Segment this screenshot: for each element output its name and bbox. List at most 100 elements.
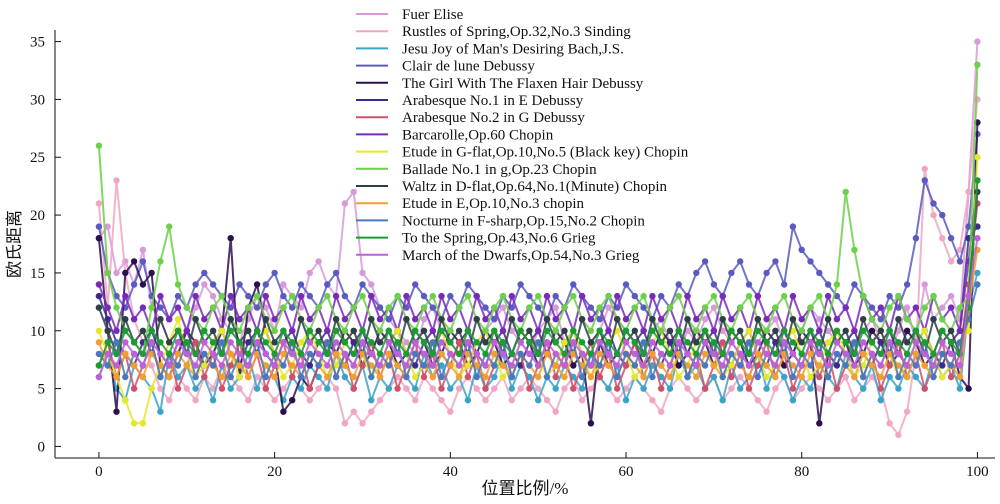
data-point — [807, 258, 814, 265]
data-point — [368, 373, 375, 381]
data-point — [271, 362, 278, 369]
data-point — [113, 327, 120, 334]
data-point — [710, 304, 718, 311]
data-point — [535, 385, 542, 392]
data-point — [561, 350, 568, 358]
data-point — [701, 350, 709, 358]
data-point — [974, 281, 981, 288]
data-point — [693, 373, 700, 381]
data-point — [429, 350, 436, 358]
data-point — [491, 327, 498, 334]
data-point — [868, 350, 876, 358]
data-point — [482, 339, 489, 346]
data-point — [280, 373, 287, 381]
data-point — [236, 339, 243, 346]
data-point — [816, 385, 823, 392]
data-point — [359, 292, 366, 300]
data-point — [614, 316, 621, 323]
data-point — [324, 373, 331, 381]
data-point — [192, 362, 199, 369]
data-point — [816, 350, 823, 358]
data-point — [535, 350, 542, 358]
data-point — [166, 350, 173, 358]
data-point — [209, 281, 217, 288]
data-point — [306, 327, 313, 334]
data-point — [218, 292, 226, 300]
data-point — [130, 316, 138, 323]
data-point — [271, 373, 278, 381]
data-point — [183, 327, 190, 334]
data-point — [719, 292, 726, 300]
data-point — [297, 292, 305, 300]
data-point — [789, 350, 797, 358]
data-point — [95, 327, 103, 334]
data-point — [209, 304, 217, 311]
data-point — [728, 350, 735, 358]
data-point — [139, 304, 147, 311]
data-point — [789, 316, 797, 323]
data-point — [508, 397, 515, 404]
data-point — [104, 362, 111, 369]
data-point — [464, 292, 472, 300]
data-point — [517, 281, 524, 288]
data-point — [895, 339, 902, 346]
data-point — [464, 327, 472, 334]
data-point — [886, 373, 893, 381]
data-point — [903, 362, 911, 369]
data-point — [578, 385, 586, 392]
data-point — [420, 327, 428, 334]
data-point — [710, 281, 718, 288]
legend-label: Clair de lune Debussy — [402, 59, 535, 75]
data-point — [535, 304, 542, 311]
data-point — [552, 304, 559, 311]
data-point — [921, 304, 928, 311]
data-point — [745, 339, 753, 346]
data-point — [658, 339, 665, 346]
data-point — [385, 327, 392, 334]
data-point — [148, 269, 155, 277]
data-point — [737, 304, 744, 311]
data-point — [587, 385, 595, 392]
axes: 0 20 40 60 80 100 0 5 10 15 20 25 30 35 位置比例/% 欧氏距离 — [5, 30, 995, 498]
data-point — [174, 281, 182, 288]
data-point — [315, 373, 322, 381]
data-point — [368, 350, 375, 358]
data-point — [693, 327, 700, 334]
data-point — [306, 316, 313, 323]
data-point — [183, 385, 190, 392]
legend-label: March of the Dwarfs,Op.54,No.3 Grieg — [402, 248, 640, 264]
data-point — [157, 339, 164, 346]
data-point — [903, 339, 911, 346]
data-point — [332, 269, 340, 277]
data-point — [912, 327, 920, 334]
data-point — [912, 339, 920, 346]
data-point — [737, 385, 744, 392]
data-point — [166, 362, 173, 369]
data-point — [306, 339, 313, 346]
data-point — [438, 373, 445, 381]
legend-label: Etude in E,Op.10,No.3 chopin — [402, 196, 585, 212]
data-point — [631, 373, 638, 381]
data-point — [842, 339, 849, 346]
data-point — [271, 327, 278, 334]
data-point — [833, 281, 841, 288]
data-point — [218, 362, 226, 369]
data-point — [798, 327, 805, 334]
data-point — [912, 362, 920, 369]
data-point — [675, 292, 682, 300]
data-point — [745, 362, 753, 369]
data-point — [253, 292, 261, 300]
data-point — [649, 339, 656, 346]
data-point — [649, 316, 656, 323]
data-point — [262, 292, 269, 300]
data-point — [614, 362, 621, 369]
data-point — [482, 385, 489, 392]
data-point — [693, 316, 700, 323]
data-point — [824, 373, 832, 381]
x-tick-label: 80 — [794, 464, 809, 480]
data-point — [139, 350, 147, 358]
data-point — [719, 397, 726, 404]
data-point — [895, 350, 902, 358]
data-point — [807, 339, 814, 346]
